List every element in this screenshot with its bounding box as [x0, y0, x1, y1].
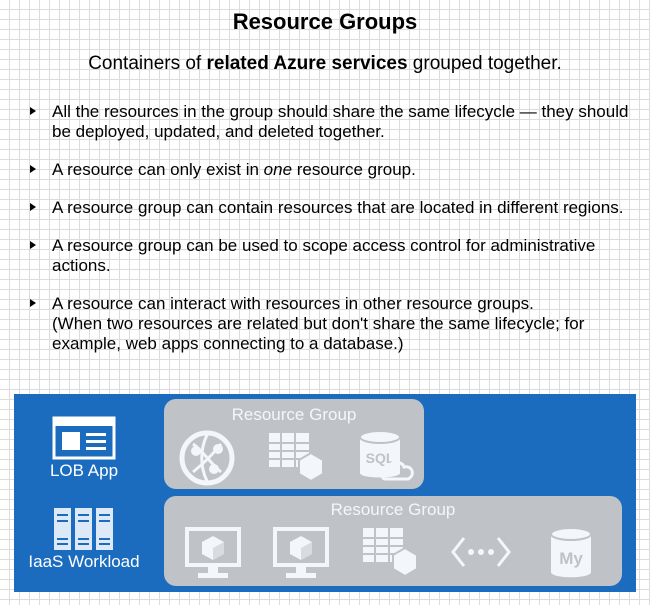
bullet-text: A resource group can be used to scope ac… — [52, 236, 596, 275]
virtual-network-icon — [451, 537, 511, 567]
resource-group-2-label: Resource Group — [330, 500, 456, 519]
bullet-text: A resource group can contain resources t… — [52, 198, 624, 217]
bullet-marker — [30, 241, 36, 249]
bullet-text: A resource can interact with resources i… — [52, 294, 534, 313]
bullet-marker — [30, 203, 36, 211]
bullet-marker — [30, 299, 36, 307]
iaas-workload-label: IaaS Workload — [28, 552, 140, 571]
virtual-machine-icon — [273, 527, 329, 578]
bullet-emphasis: one — [263, 160, 293, 179]
slide-subtitle: Containers of related Azure services gro… — [0, 53, 650, 75]
resource-group-1: Resource Group SQL — [164, 399, 424, 489]
bullet-item: A resource can interact with resources i… — [30, 294, 630, 354]
bullet-item: A resource group can be used to scope ac… — [30, 236, 630, 276]
resource-group-1-label: Resource Group — [231, 405, 357, 424]
subtitle-prefix: Containers of — [88, 53, 207, 74]
lob-app-label: LOB App — [49, 461, 119, 480]
mysql-icon-text: My — [559, 549, 583, 568]
lob-app-icon — [52, 416, 116, 460]
virtual-machine-icon — [185, 527, 241, 578]
sql-icon-text: SQL — [366, 450, 395, 466]
bullet-list: All the resources in the group should sh… — [30, 102, 630, 354]
mysql-database-icon: My — [550, 527, 592, 578]
iaas-workload-icon — [54, 508, 113, 550]
storage-table-icon — [269, 433, 324, 481]
subtitle-suffix: grouped together. — [407, 53, 562, 74]
resource-group-2: Resource Group — [164, 496, 622, 586]
bullet-text: A resource can only exist in — [52, 160, 264, 179]
bullet-text: resource group. — [292, 160, 416, 179]
subtitle-emphasis: related Azure services — [206, 53, 408, 74]
bullet-item: A resource group can contain resources t… — [30, 198, 630, 218]
bullet-marker — [30, 165, 36, 173]
bullet-marker — [30, 107, 36, 115]
storage-table-icon — [363, 528, 418, 576]
bullet-item: All the resources in the group should sh… — [30, 102, 630, 142]
bullet-text: (When two resources are related but don'… — [52, 314, 585, 353]
bullet-item: A resource can only exist in one resourc… — [30, 160, 630, 180]
sql-database-icon: SQL — [359, 430, 414, 481]
bullet-text: All the resources in the group should sh… — [52, 102, 629, 141]
slide-title: Resource Groups — [232, 9, 418, 34]
resource-group-diagram: LOB App IaaS Workload Resource Group — [14, 394, 636, 592]
web-app-icon — [179, 430, 235, 486]
